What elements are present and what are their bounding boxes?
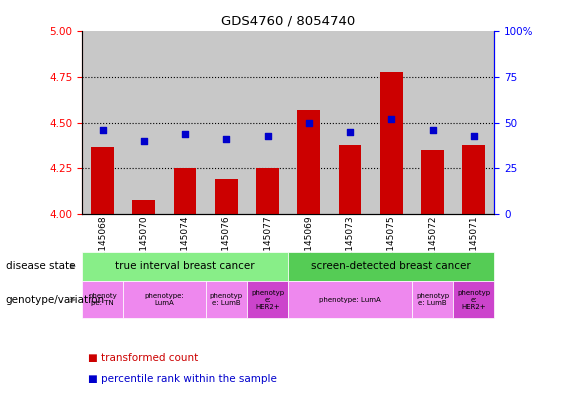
Bar — [329, 31, 371, 214]
Point — [428, 127, 437, 133]
Bar — [380, 72, 403, 214]
Bar — [371, 31, 412, 214]
Text: phenotype:
LumA: phenotype: LumA — [145, 293, 184, 306]
Point — [305, 119, 314, 126]
Bar — [297, 110, 320, 214]
Bar — [82, 31, 123, 214]
Text: phenoty
pe: TN: phenoty pe: TN — [88, 293, 117, 306]
Text: phenotype: LumA: phenotype: LumA — [319, 297, 381, 303]
Point — [139, 138, 148, 144]
Point — [98, 127, 107, 133]
Point — [346, 129, 355, 135]
Text: phenotyp
e: LumB: phenotyp e: LumB — [416, 293, 449, 306]
Bar — [132, 200, 155, 214]
Text: screen-detected breast cancer: screen-detected breast cancer — [311, 261, 471, 271]
Point — [387, 116, 396, 122]
Title: GDS4760 / 8054740: GDS4760 / 8054740 — [221, 15, 355, 28]
Bar — [215, 180, 238, 214]
Text: true interval breast cancer: true interval breast cancer — [115, 261, 255, 271]
Bar — [247, 281, 288, 318]
Bar — [462, 145, 485, 214]
Bar — [288, 281, 412, 318]
Bar — [164, 31, 206, 214]
Text: disease state: disease state — [6, 261, 75, 271]
Bar — [288, 31, 329, 214]
Bar — [91, 147, 114, 214]
Bar — [247, 31, 288, 214]
Bar — [338, 145, 362, 214]
Text: ■ percentile rank within the sample: ■ percentile rank within the sample — [88, 374, 276, 384]
Bar — [421, 150, 444, 214]
Text: ■ transformed count: ■ transformed count — [88, 353, 198, 363]
Bar — [206, 31, 247, 214]
Bar — [412, 281, 453, 318]
Point — [263, 132, 272, 139]
Bar — [453, 31, 494, 214]
Bar — [123, 281, 206, 318]
Bar — [256, 169, 279, 214]
Text: phenotyp
e:
HER2+: phenotyp e: HER2+ — [251, 290, 284, 310]
Bar — [206, 281, 247, 318]
Text: phenotyp
e:
HER2+: phenotyp e: HER2+ — [457, 290, 490, 310]
Text: phenotyp
e: LumB: phenotyp e: LumB — [210, 293, 243, 306]
Bar — [173, 169, 197, 214]
Point — [221, 136, 231, 142]
Bar — [82, 281, 123, 318]
Bar — [288, 252, 494, 281]
Bar — [412, 31, 453, 214]
Bar — [82, 252, 288, 281]
Bar — [123, 31, 164, 214]
Point — [181, 130, 190, 137]
Point — [470, 132, 479, 139]
Text: genotype/variation: genotype/variation — [6, 295, 105, 305]
Bar — [453, 281, 494, 318]
